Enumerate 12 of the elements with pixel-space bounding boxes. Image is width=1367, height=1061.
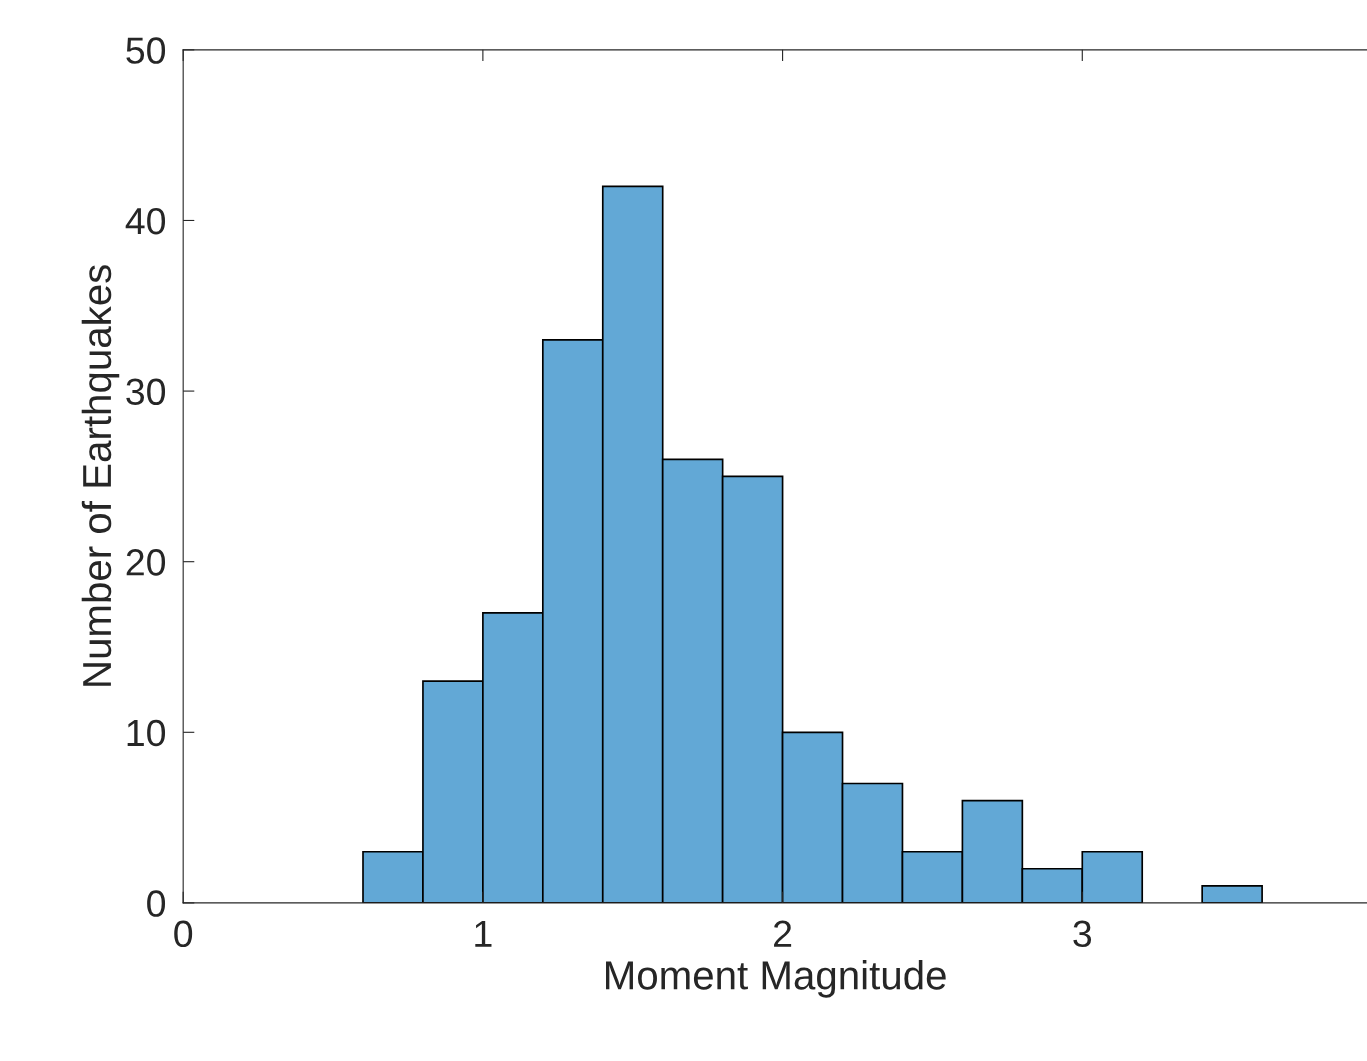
y-tick-label: 50: [126, 37, 166, 64]
y-axis-title: Number of Earthquakes: [81, 265, 120, 686]
x-tick-label: 2: [774, 920, 792, 947]
x-tick-label: 3: [1073, 920, 1092, 948]
y-tick-label: 10: [127, 719, 166, 747]
y-tick-label: 40: [125, 207, 166, 235]
y-tick-label: 20: [126, 549, 166, 576]
y-tick-label: 0: [147, 890, 166, 917]
y-tick-label: 30: [126, 378, 166, 406]
x-tick-label: 0: [174, 920, 193, 948]
x-axis-title: Moment Magnitude: [606, 960, 946, 998]
x-tick-label: 1: [475, 920, 492, 947]
